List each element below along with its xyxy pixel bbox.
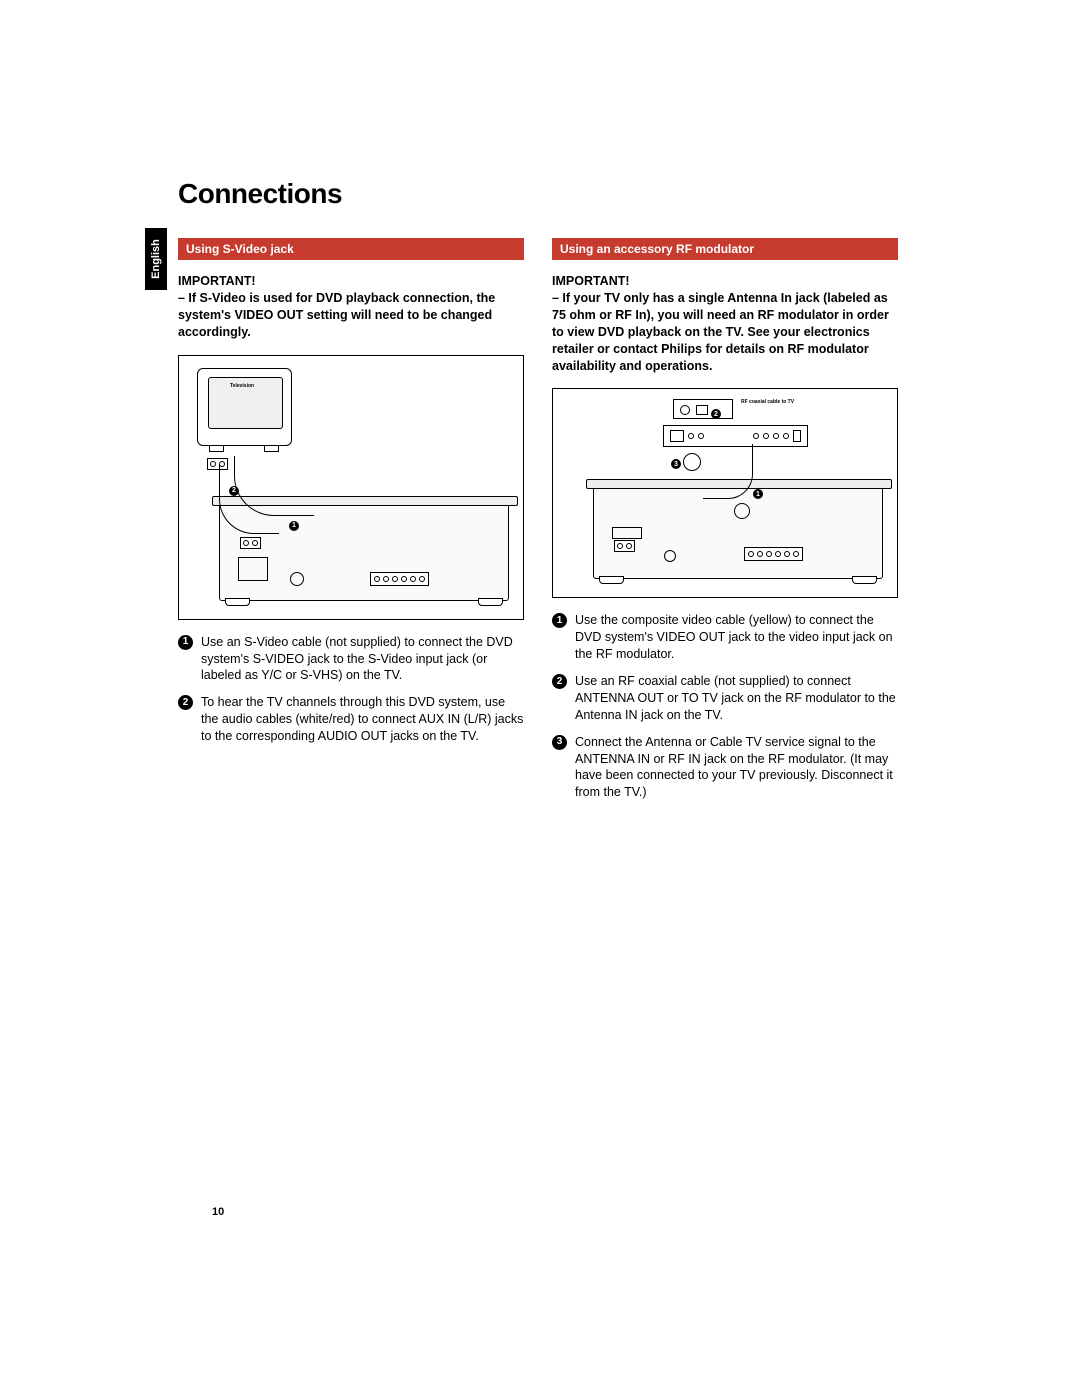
diagram-step-marker: 3 <box>671 459 681 469</box>
right-column: Using an accessory RF modulator IMPORTAN… <box>552 238 898 811</box>
diagram-svideo-jack <box>290 572 304 586</box>
diagram-tv-foot <box>264 446 279 452</box>
diagram-foot <box>599 576 624 584</box>
language-tab: English <box>145 228 167 290</box>
diagram-antenna-jack <box>683 453 701 471</box>
diagram-svideo: Television <box>178 355 524 620</box>
page-title: Connections <box>178 178 898 210</box>
important-text-right: – If your TV only has a single Antenna I… <box>552 290 898 374</box>
page-content: Connections Using S-Video jack IMPORTANT… <box>178 178 898 811</box>
page-number: 10 <box>212 1206 224 1218</box>
important-text-left: – If S-Video is used for DVD playback co… <box>178 290 524 341</box>
diagram-cable <box>219 464 279 534</box>
diagram-foot <box>852 576 877 584</box>
diagram-device-block <box>238 557 268 581</box>
diagram-step-marker: 2 <box>229 486 239 496</box>
diagram-foot <box>225 598 250 606</box>
diagram-rf: RF coaxial cable to TV <box>552 388 898 598</box>
step-number-icon: 3 <box>552 735 567 750</box>
diagram-device-ports <box>614 540 635 552</box>
important-label-left: IMPORTANT! <box>178 274 524 288</box>
step-item: 1 Use an S-Video cable (not supplied) to… <box>178 634 524 685</box>
diagram-tv-foot <box>209 446 224 452</box>
step-text: To hear the TV channels through this DVD… <box>201 694 524 745</box>
step-text: Connect the Antenna or Cable TV service … <box>575 734 898 802</box>
step-item: 1 Use the composite video cable (yellow)… <box>552 612 898 663</box>
step-number-icon: 2 <box>552 674 567 689</box>
diagram-device-ports-right <box>744 547 803 561</box>
diagram-step-marker: 1 <box>289 521 299 531</box>
section-header-svideo: Using S-Video jack <box>178 238 524 260</box>
diagram-device-block <box>612 527 642 539</box>
language-tab-label: English <box>150 239 162 279</box>
step-text: Use the composite video cable (yellow) t… <box>575 612 898 663</box>
diagram-tv: Television <box>197 368 292 446</box>
step-item: 2 Use an RF coaxial cable (not supplied)… <box>552 673 898 724</box>
diagram-device-ports-right <box>370 572 429 586</box>
diagram-device-ports <box>240 537 261 549</box>
step-number-icon: 1 <box>178 635 193 650</box>
diagram-cable <box>703 444 753 499</box>
diagram-video-out <box>734 503 750 519</box>
diagram-dvd-device <box>593 484 883 579</box>
diagram-rf-label: RF coaxial cable to TV <box>741 399 794 405</box>
step-text: Use an S-Video cable (not supplied) to c… <box>201 634 524 685</box>
important-label-right: IMPORTANT! <box>552 274 898 288</box>
diagram-tv-label: Television <box>230 383 254 389</box>
diagram-rf-top <box>673 399 733 419</box>
step-item: 2 To hear the TV channels through this D… <box>178 694 524 745</box>
left-column: Using S-Video jack IMPORTANT! – If S-Vid… <box>178 238 524 811</box>
step-item: 3 Connect the Antenna or Cable TV servic… <box>552 734 898 802</box>
diagram-foot <box>478 598 503 606</box>
step-number-icon: 2 <box>178 695 193 710</box>
diagram-port <box>664 550 676 562</box>
step-text: Use an RF coaxial cable (not supplied) t… <box>575 673 898 724</box>
section-header-rf: Using an accessory RF modulator <box>552 238 898 260</box>
step-number-icon: 1 <box>552 613 567 628</box>
columns: Using S-Video jack IMPORTANT! – If S-Vid… <box>178 238 898 811</box>
